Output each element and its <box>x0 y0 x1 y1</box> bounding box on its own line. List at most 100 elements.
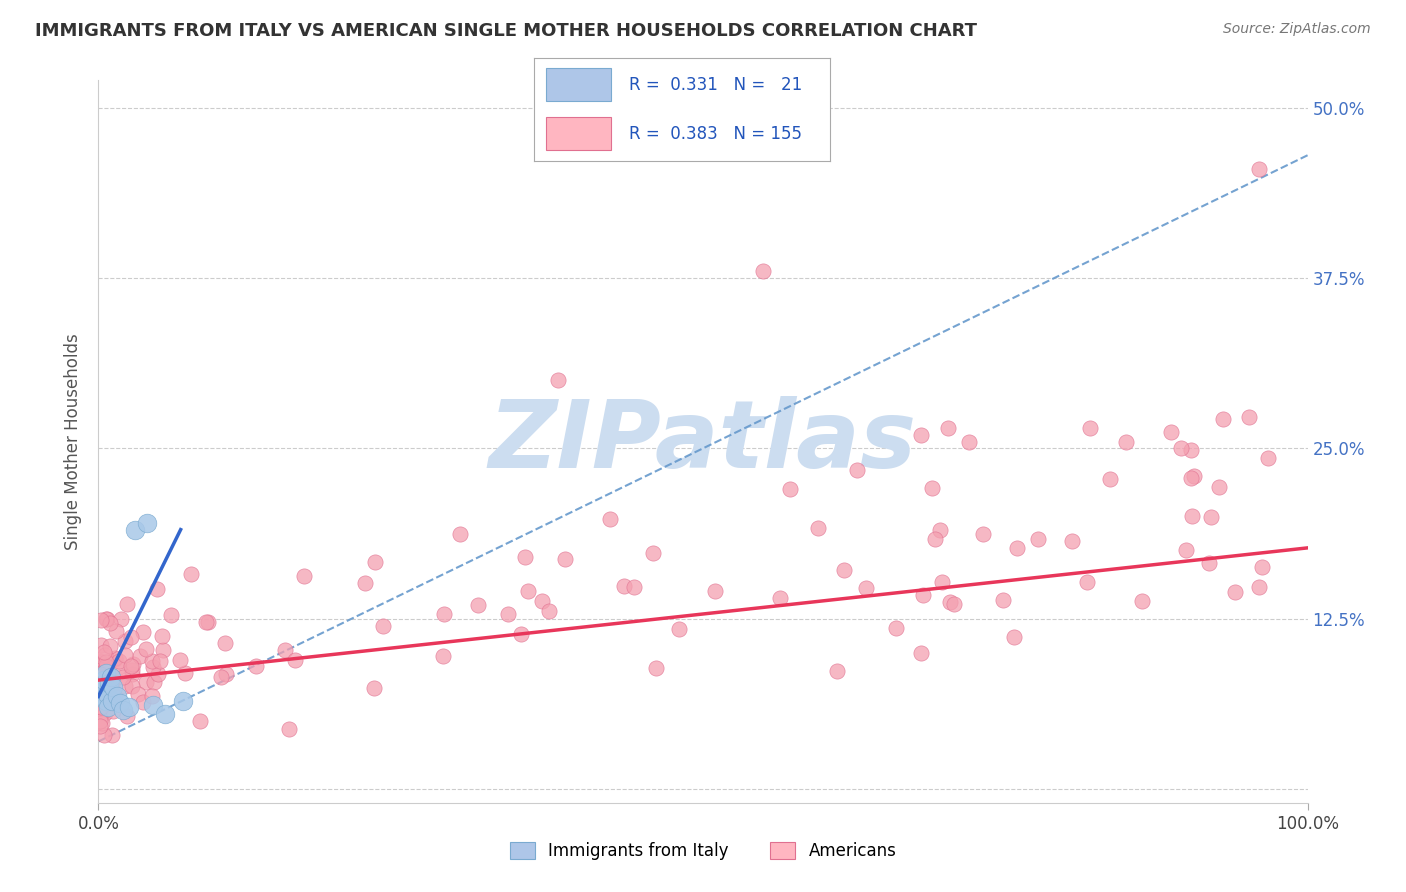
Point <box>274 643 297 657</box>
Point <box>1005 541 1028 555</box>
Point <box>93 703 115 717</box>
Point <box>103 690 125 705</box>
Point <box>124 523 146 537</box>
Point <box>94 666 117 681</box>
Legend: Immigrants from Italy, Americans: Immigrants from Italy, Americans <box>503 835 903 867</box>
Point <box>121 667 143 681</box>
Point <box>1250 559 1272 574</box>
Point <box>93 706 115 720</box>
Point <box>100 674 122 689</box>
Point <box>884 621 907 635</box>
Point <box>1182 468 1205 483</box>
Point <box>188 714 211 729</box>
Point <box>911 588 934 602</box>
Point <box>91 676 114 690</box>
Point <box>115 597 138 611</box>
Point <box>141 689 163 703</box>
Point <box>1212 412 1234 426</box>
Bar <box>546 118 612 150</box>
Point <box>89 654 111 668</box>
Point <box>467 598 489 612</box>
Bar <box>546 69 612 101</box>
Point <box>89 714 111 729</box>
Point <box>921 481 943 495</box>
Point <box>668 622 690 636</box>
Text: R =  0.383   N = 155: R = 0.383 N = 155 <box>628 125 801 143</box>
Point <box>90 613 112 627</box>
Point <box>121 658 143 673</box>
Point <box>103 695 125 709</box>
Point <box>93 728 115 742</box>
Point <box>354 576 377 591</box>
Point <box>752 264 775 278</box>
Point <box>90 684 112 698</box>
Point <box>991 592 1014 607</box>
Point <box>94 612 117 626</box>
Point <box>127 687 149 701</box>
Point <box>135 674 157 689</box>
Point <box>547 373 569 387</box>
Point <box>1170 442 1192 456</box>
Point <box>825 664 848 678</box>
Point <box>110 612 132 626</box>
Point <box>160 607 183 622</box>
Point <box>928 523 950 537</box>
Point <box>96 682 118 697</box>
Point <box>1198 556 1220 570</box>
Point <box>90 673 112 687</box>
Point <box>152 643 174 657</box>
Point <box>1078 421 1101 435</box>
Point <box>93 673 115 687</box>
Point <box>98 676 121 690</box>
Point <box>112 670 135 684</box>
Point <box>1247 580 1270 594</box>
Point <box>115 709 138 723</box>
Point <box>180 566 202 581</box>
Point <box>96 655 118 669</box>
Point <box>371 619 394 633</box>
Point <box>101 669 124 683</box>
Point <box>91 665 114 680</box>
Point <box>910 646 932 660</box>
Point <box>195 615 218 629</box>
Point <box>94 693 117 707</box>
Point <box>1199 509 1222 524</box>
Point <box>93 645 115 659</box>
Point <box>623 580 645 594</box>
Point <box>1160 425 1182 439</box>
Point <box>135 642 157 657</box>
Point <box>94 659 117 673</box>
Point <box>294 569 316 583</box>
Point <box>538 605 561 619</box>
Point <box>1098 472 1121 486</box>
Point <box>1181 508 1204 523</box>
Point <box>957 434 980 449</box>
Point <box>515 550 537 565</box>
Point <box>118 700 141 714</box>
Point <box>174 665 197 680</box>
Point <box>363 681 385 696</box>
Point <box>90 663 112 677</box>
Point <box>599 512 621 526</box>
Point <box>432 648 454 663</box>
Point <box>169 653 191 667</box>
Point <box>496 607 519 621</box>
Point <box>433 607 456 621</box>
Point <box>554 551 576 566</box>
Point <box>1002 631 1025 645</box>
Point <box>96 687 118 701</box>
Point <box>91 690 114 704</box>
Point <box>141 659 163 673</box>
Point <box>108 660 131 674</box>
Point <box>104 652 127 666</box>
Point <box>214 636 236 650</box>
Point <box>96 692 118 706</box>
Point <box>910 427 932 442</box>
Point <box>530 593 553 607</box>
Point <box>121 679 143 693</box>
Point <box>769 591 792 606</box>
Point <box>846 463 869 477</box>
Point <box>832 563 855 577</box>
Point <box>146 582 169 596</box>
Point <box>100 693 122 707</box>
